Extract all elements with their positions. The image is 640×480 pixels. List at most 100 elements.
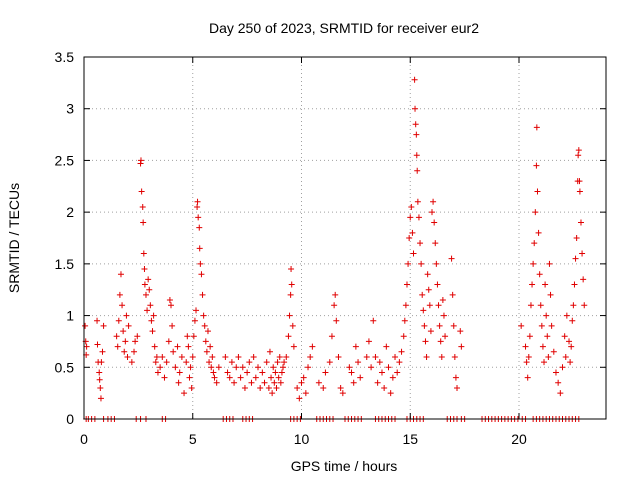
data-point (278, 369, 285, 376)
data-point (527, 302, 534, 309)
data-point (573, 235, 580, 241)
data-point (429, 209, 435, 216)
data-point (131, 348, 138, 355)
data-point (265, 384, 272, 391)
data-point (548, 322, 555, 329)
data-point (268, 374, 275, 381)
data-point (300, 374, 307, 381)
data-point (335, 353, 342, 360)
data-point (458, 343, 465, 350)
data-point (157, 364, 164, 371)
data-point (357, 374, 364, 381)
data-point (546, 260, 553, 267)
data-point (140, 219, 147, 226)
data-point (178, 353, 185, 360)
data-point (550, 348, 557, 355)
data-point (200, 312, 207, 319)
data-point (159, 353, 166, 360)
x-tick-labels: 0 5 10 15 20 (80, 431, 527, 447)
data-point (117, 271, 124, 278)
data-point (307, 353, 314, 360)
chart-title: Day 250 of 2023, SRMTID for receiver eur… (209, 20, 479, 36)
data-point (563, 312, 570, 319)
data-point (261, 379, 268, 386)
data-point (198, 271, 205, 278)
y-tick-label: 0 (66, 411, 74, 427)
data-point (333, 317, 340, 324)
data-point (210, 369, 217, 376)
data-point (579, 250, 586, 257)
data-point (233, 364, 240, 371)
data-point (320, 384, 327, 391)
x-tick-label: 10 (294, 431, 310, 447)
data-point (294, 384, 301, 391)
data-point (328, 333, 335, 340)
data-point (226, 374, 233, 381)
data-point (526, 333, 533, 340)
data-point (450, 322, 457, 329)
data-point (398, 348, 405, 355)
data-point (209, 353, 216, 360)
data-point (431, 219, 438, 226)
data-point (285, 333, 292, 340)
data-point (419, 291, 426, 298)
data-point (407, 214, 414, 221)
data-point (543, 312, 550, 319)
data-point (152, 359, 159, 366)
data-point (538, 322, 545, 329)
data-point (309, 343, 316, 350)
data-point (381, 384, 388, 391)
data-point (424, 271, 431, 278)
data-point (224, 369, 231, 376)
data-point (534, 188, 541, 195)
data-point (305, 364, 312, 371)
data-point (274, 359, 281, 366)
data-point (535, 229, 542, 236)
data-point (368, 364, 375, 371)
data-point (175, 379, 182, 386)
data-point (566, 338, 573, 345)
data-point (581, 302, 588, 309)
data-point (421, 322, 428, 329)
data-point (575, 147, 582, 154)
data-point (425, 286, 432, 293)
data-point (427, 328, 434, 335)
data-point (176, 369, 183, 376)
data-point (184, 333, 191, 340)
data-point (402, 302, 409, 309)
data-point (418, 260, 425, 267)
data-point (120, 328, 127, 335)
data-point (436, 322, 443, 329)
data-point (208, 364, 215, 371)
data-point (257, 384, 264, 391)
data-point (355, 359, 362, 366)
data-point (150, 312, 157, 319)
data-point (163, 359, 170, 366)
data-point (372, 353, 379, 360)
data-point (132, 338, 139, 345)
data-point (580, 276, 587, 283)
data-point (385, 364, 392, 371)
data-point (255, 364, 261, 371)
data-point (199, 291, 206, 298)
x-tick-label: 15 (402, 431, 418, 447)
data-point (115, 317, 122, 324)
data-point (231, 379, 238, 386)
data-point (119, 302, 126, 309)
data-point (452, 374, 459, 381)
data-point (408, 203, 415, 210)
data-point (435, 302, 442, 309)
data-point (96, 369, 103, 376)
data-point (244, 369, 251, 376)
data-point (168, 302, 174, 309)
data-point (547, 291, 554, 298)
data-point (423, 353, 430, 360)
data-point (94, 341, 101, 348)
data-point (346, 364, 353, 371)
data-point (422, 338, 429, 345)
data-point (562, 353, 569, 360)
data-point (250, 353, 257, 360)
data-point (289, 322, 296, 329)
data-point (96, 376, 103, 383)
data-point (331, 302, 338, 309)
